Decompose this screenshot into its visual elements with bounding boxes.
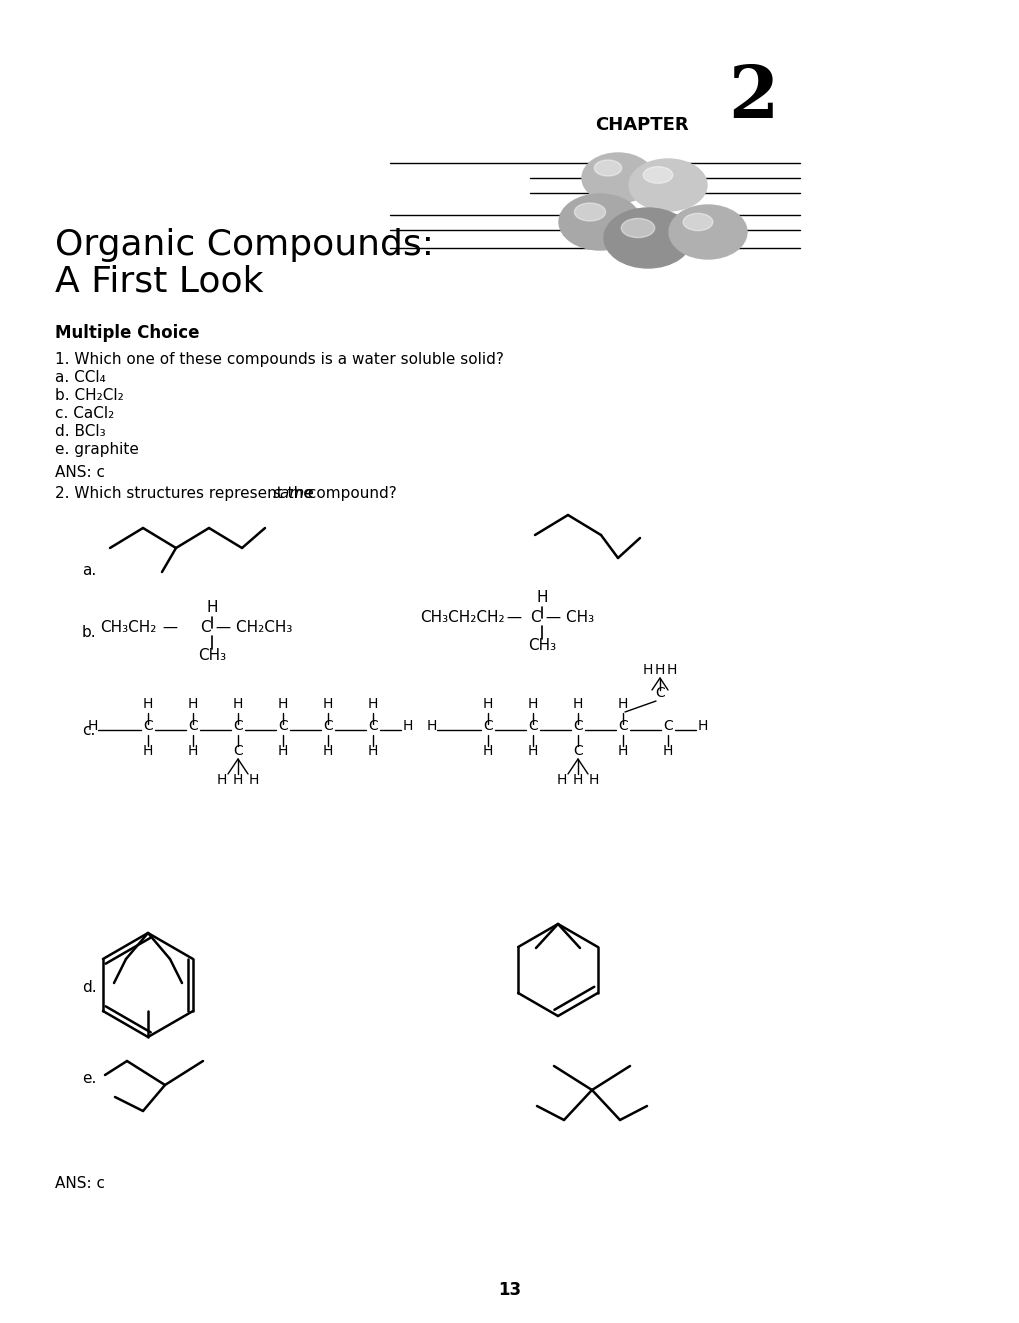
Text: —: — <box>158 620 182 635</box>
Ellipse shape <box>629 159 706 210</box>
Text: H: H <box>232 697 243 710</box>
Text: — CH₃: — CH₃ <box>540 610 593 624</box>
Text: A First Look: A First Look <box>55 265 263 299</box>
Text: C: C <box>573 718 582 733</box>
Text: CH₃: CH₃ <box>528 638 555 654</box>
Text: H: H <box>277 697 288 710</box>
Text: CH₃CH₂: CH₃CH₂ <box>100 620 156 635</box>
Ellipse shape <box>668 205 746 259</box>
Text: CH₃CH₂CH₂: CH₃CH₂CH₂ <box>420 610 504 624</box>
Text: d. BCl₃: d. BCl₃ <box>55 423 106 439</box>
Text: H: H <box>697 718 707 733</box>
Text: C: C <box>200 620 210 635</box>
Text: H: H <box>642 663 652 677</box>
Text: compound?: compound? <box>303 486 396 501</box>
Text: same: same <box>273 486 314 501</box>
Text: C: C <box>368 718 377 733</box>
Text: H: H <box>322 744 333 758</box>
Text: H: H <box>403 718 413 733</box>
Text: — CH₂CH₃: — CH₂CH₃ <box>211 620 292 635</box>
Text: H: H <box>482 744 493 758</box>
Text: C: C <box>323 718 332 733</box>
Text: H: H <box>232 773 243 787</box>
Text: C: C <box>233 718 243 733</box>
Text: 13: 13 <box>498 1281 521 1299</box>
Text: ANS: c: ANS: c <box>55 1176 105 1191</box>
Text: C: C <box>654 687 664 700</box>
Text: H: H <box>527 697 538 710</box>
Ellipse shape <box>603 208 691 269</box>
Text: e.: e. <box>82 1072 96 1086</box>
Text: H: H <box>217 773 227 787</box>
Text: H: H <box>277 744 288 758</box>
Text: a. CCl₄: a. CCl₄ <box>55 370 106 385</box>
Ellipse shape <box>574 202 605 221</box>
Text: H: H <box>249 773 259 787</box>
Ellipse shape <box>594 160 621 176</box>
Text: H: H <box>573 773 583 787</box>
Text: H: H <box>536 590 547 605</box>
Text: c.: c. <box>82 722 96 738</box>
Text: b.: b. <box>82 624 97 640</box>
Text: H: H <box>206 601 217 615</box>
Text: H: H <box>368 744 378 758</box>
Text: C: C <box>528 718 537 733</box>
Text: 2: 2 <box>728 62 777 134</box>
Text: C: C <box>618 718 628 733</box>
Text: H: H <box>662 744 673 758</box>
Text: C: C <box>662 718 673 733</box>
Ellipse shape <box>683 213 712 230</box>
Text: H: H <box>187 697 198 710</box>
Text: H: H <box>88 718 98 733</box>
Text: 1. Which one of these compounds is a water soluble solid?: 1. Which one of these compounds is a wat… <box>55 352 503 366</box>
Text: C: C <box>187 718 198 733</box>
Text: H: H <box>368 697 378 710</box>
Text: CHAPTER: CHAPTER <box>594 116 688 134</box>
Text: H: H <box>654 663 664 677</box>
Text: CH₃: CH₃ <box>198 648 226 663</box>
Text: b. CH₂Cl₂: b. CH₂Cl₂ <box>55 388 123 404</box>
Text: —: — <box>501 610 527 624</box>
Text: C: C <box>573 744 582 758</box>
Text: ANS: c: ANS: c <box>55 464 105 480</box>
Text: C: C <box>483 718 492 733</box>
Ellipse shape <box>621 218 654 238</box>
Text: H: H <box>143 744 153 758</box>
Text: H: H <box>588 773 598 787</box>
Text: H: H <box>666 663 677 677</box>
Text: H: H <box>618 744 628 758</box>
Text: C: C <box>278 718 287 733</box>
Text: H: H <box>322 697 333 710</box>
Text: d.: d. <box>82 980 97 995</box>
Text: C: C <box>233 744 243 758</box>
Text: H: H <box>143 697 153 710</box>
Text: H: H <box>482 697 493 710</box>
Text: H: H <box>426 718 437 733</box>
Text: Multiple Choice: Multiple Choice <box>55 324 200 343</box>
Text: H: H <box>573 697 583 710</box>
Text: a.: a. <box>82 564 96 578</box>
Text: C: C <box>530 610 540 624</box>
Text: 2. Which structures represent the: 2. Which structures represent the <box>55 486 317 501</box>
Text: Organic Compounds:: Organic Compounds: <box>55 228 433 262</box>
Ellipse shape <box>558 194 640 250</box>
Text: H: H <box>527 744 538 758</box>
Ellipse shape <box>582 153 653 202</box>
Text: H: H <box>618 697 628 710</box>
Text: H: H <box>556 773 567 787</box>
Text: H: H <box>187 744 198 758</box>
Text: c. CaCl₂: c. CaCl₂ <box>55 406 114 421</box>
Text: C: C <box>143 718 153 733</box>
Ellipse shape <box>643 167 673 184</box>
Text: e. graphite: e. graphite <box>55 442 139 456</box>
